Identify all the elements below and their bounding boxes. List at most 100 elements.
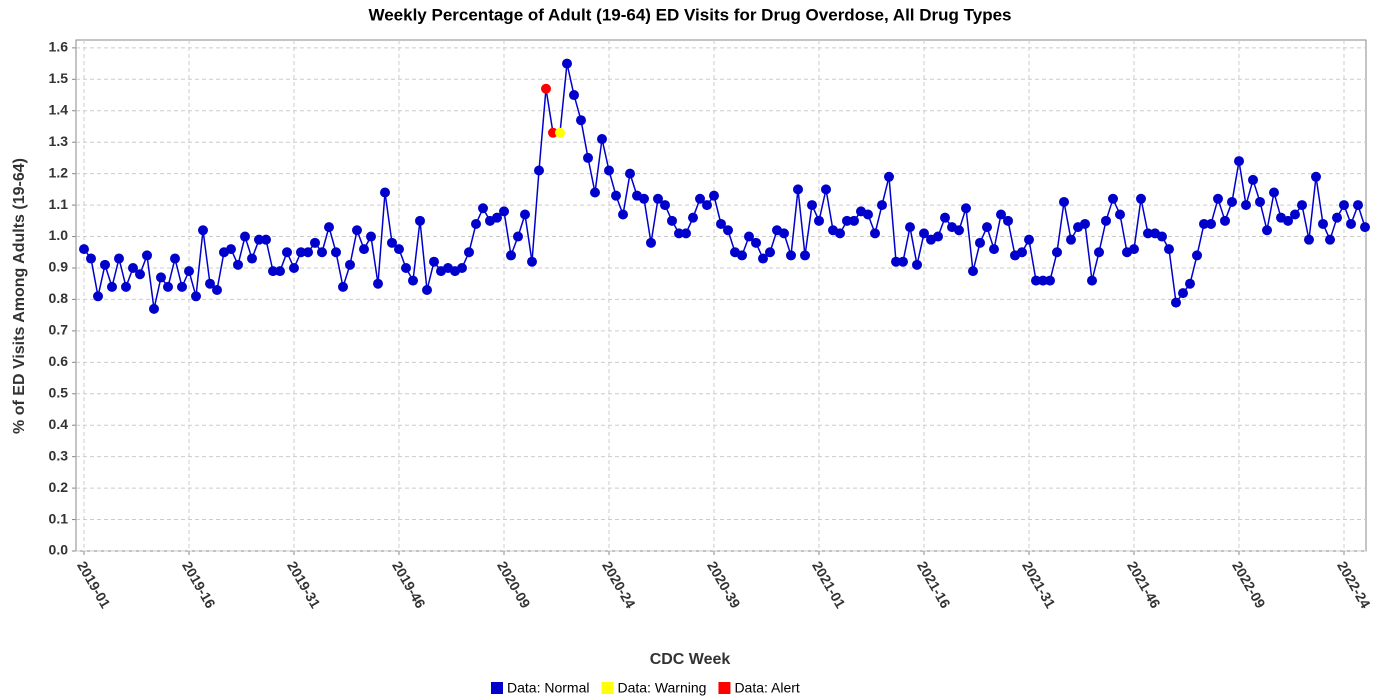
data-point bbox=[1038, 275, 1048, 286]
data-point bbox=[1290, 209, 1300, 220]
data-point bbox=[961, 203, 971, 214]
data-point bbox=[541, 83, 551, 94]
data-point bbox=[919, 228, 929, 239]
data-point bbox=[681, 228, 691, 239]
data-point bbox=[261, 234, 271, 245]
y-tick-label: 1.0 bbox=[49, 227, 69, 243]
data-point bbox=[688, 212, 698, 223]
connector bbox=[1007, 220, 1016, 256]
x-tick-label: 2021-31 bbox=[1019, 558, 1059, 611]
data-point bbox=[905, 222, 915, 233]
data-point bbox=[268, 266, 278, 277]
data-point bbox=[1346, 218, 1356, 229]
data-point bbox=[1311, 171, 1321, 182]
data-point bbox=[996, 209, 1006, 220]
connector bbox=[916, 233, 925, 266]
data-point bbox=[401, 262, 411, 273]
data-point bbox=[1143, 228, 1153, 239]
y-tick-label: 0.1 bbox=[49, 510, 69, 526]
data-point bbox=[100, 259, 110, 270]
connector bbox=[1119, 214, 1128, 253]
connector bbox=[888, 176, 897, 262]
connector bbox=[650, 198, 659, 243]
connector bbox=[1266, 192, 1275, 231]
data-point bbox=[492, 212, 502, 223]
data-point bbox=[1241, 200, 1251, 211]
data-point bbox=[870, 228, 880, 239]
data-point bbox=[653, 193, 663, 204]
data-point bbox=[1059, 196, 1069, 207]
data-point bbox=[1206, 218, 1216, 229]
data-point bbox=[93, 291, 103, 302]
data-point bbox=[170, 253, 180, 264]
data-point bbox=[975, 237, 985, 248]
data-point bbox=[107, 281, 117, 292]
data-point bbox=[513, 231, 523, 242]
data-point bbox=[457, 262, 467, 273]
x-tick-label: 2020-24 bbox=[599, 558, 639, 611]
data-point bbox=[408, 275, 418, 286]
connector bbox=[384, 192, 393, 243]
data-point bbox=[590, 187, 600, 198]
connector bbox=[419, 220, 428, 291]
data-point bbox=[716, 218, 726, 229]
y-axis-title: % of ED Visits Among Adults (19-64) bbox=[11, 158, 28, 434]
x-tick-label: 2022-24 bbox=[1334, 558, 1374, 611]
connector bbox=[1056, 201, 1065, 253]
data-point bbox=[415, 215, 425, 226]
data-point bbox=[940, 212, 950, 223]
connector bbox=[1133, 198, 1142, 250]
data-point bbox=[359, 244, 369, 255]
data-point bbox=[373, 278, 383, 289]
y-tick-label: 0.2 bbox=[49, 479, 69, 495]
connector bbox=[1168, 249, 1177, 303]
data-point bbox=[1080, 218, 1090, 229]
data-point bbox=[933, 231, 943, 242]
data-point bbox=[114, 253, 124, 264]
data-point bbox=[968, 266, 978, 277]
data-point bbox=[877, 200, 887, 211]
legend-label: Data: Warning bbox=[617, 680, 706, 696]
data-point bbox=[464, 247, 474, 258]
connector bbox=[1308, 176, 1317, 240]
connector bbox=[902, 226, 911, 262]
connector bbox=[370, 236, 379, 284]
data-point bbox=[394, 244, 404, 255]
data-point bbox=[79, 244, 89, 255]
y-tick-label: 0.5 bbox=[49, 384, 69, 400]
data-point bbox=[198, 225, 208, 236]
data-point bbox=[583, 152, 593, 163]
data-point bbox=[380, 187, 390, 198]
data-point bbox=[135, 269, 145, 280]
data-point bbox=[1255, 196, 1265, 207]
data-point bbox=[702, 200, 712, 211]
data-point bbox=[324, 222, 334, 233]
data-point bbox=[989, 244, 999, 255]
connector bbox=[349, 230, 358, 265]
data-point bbox=[282, 247, 292, 258]
x-tick-label: 2021-01 bbox=[809, 558, 849, 611]
data-point bbox=[611, 190, 621, 201]
legend-swatch bbox=[601, 682, 614, 694]
legend-label: Data: Normal bbox=[507, 680, 589, 696]
data-point bbox=[779, 228, 789, 239]
connector bbox=[377, 192, 386, 284]
data-point bbox=[737, 250, 747, 261]
data-point bbox=[1283, 215, 1293, 226]
data-point bbox=[982, 222, 992, 233]
data-point bbox=[275, 266, 285, 277]
data-point bbox=[625, 168, 635, 179]
legend-swatch bbox=[491, 682, 503, 694]
data-point bbox=[1136, 193, 1146, 204]
data-point bbox=[898, 256, 908, 267]
data-point bbox=[807, 200, 817, 211]
y-tick-label: 0.4 bbox=[49, 416, 69, 432]
x-axis-title: CDC Week bbox=[650, 651, 731, 668]
connector bbox=[566, 63, 575, 96]
connector bbox=[909, 226, 918, 265]
data-point bbox=[149, 303, 159, 314]
data-point bbox=[121, 281, 131, 292]
data-point bbox=[821, 184, 831, 195]
plot-frame bbox=[75, 39, 1367, 552]
data-point bbox=[387, 237, 397, 248]
